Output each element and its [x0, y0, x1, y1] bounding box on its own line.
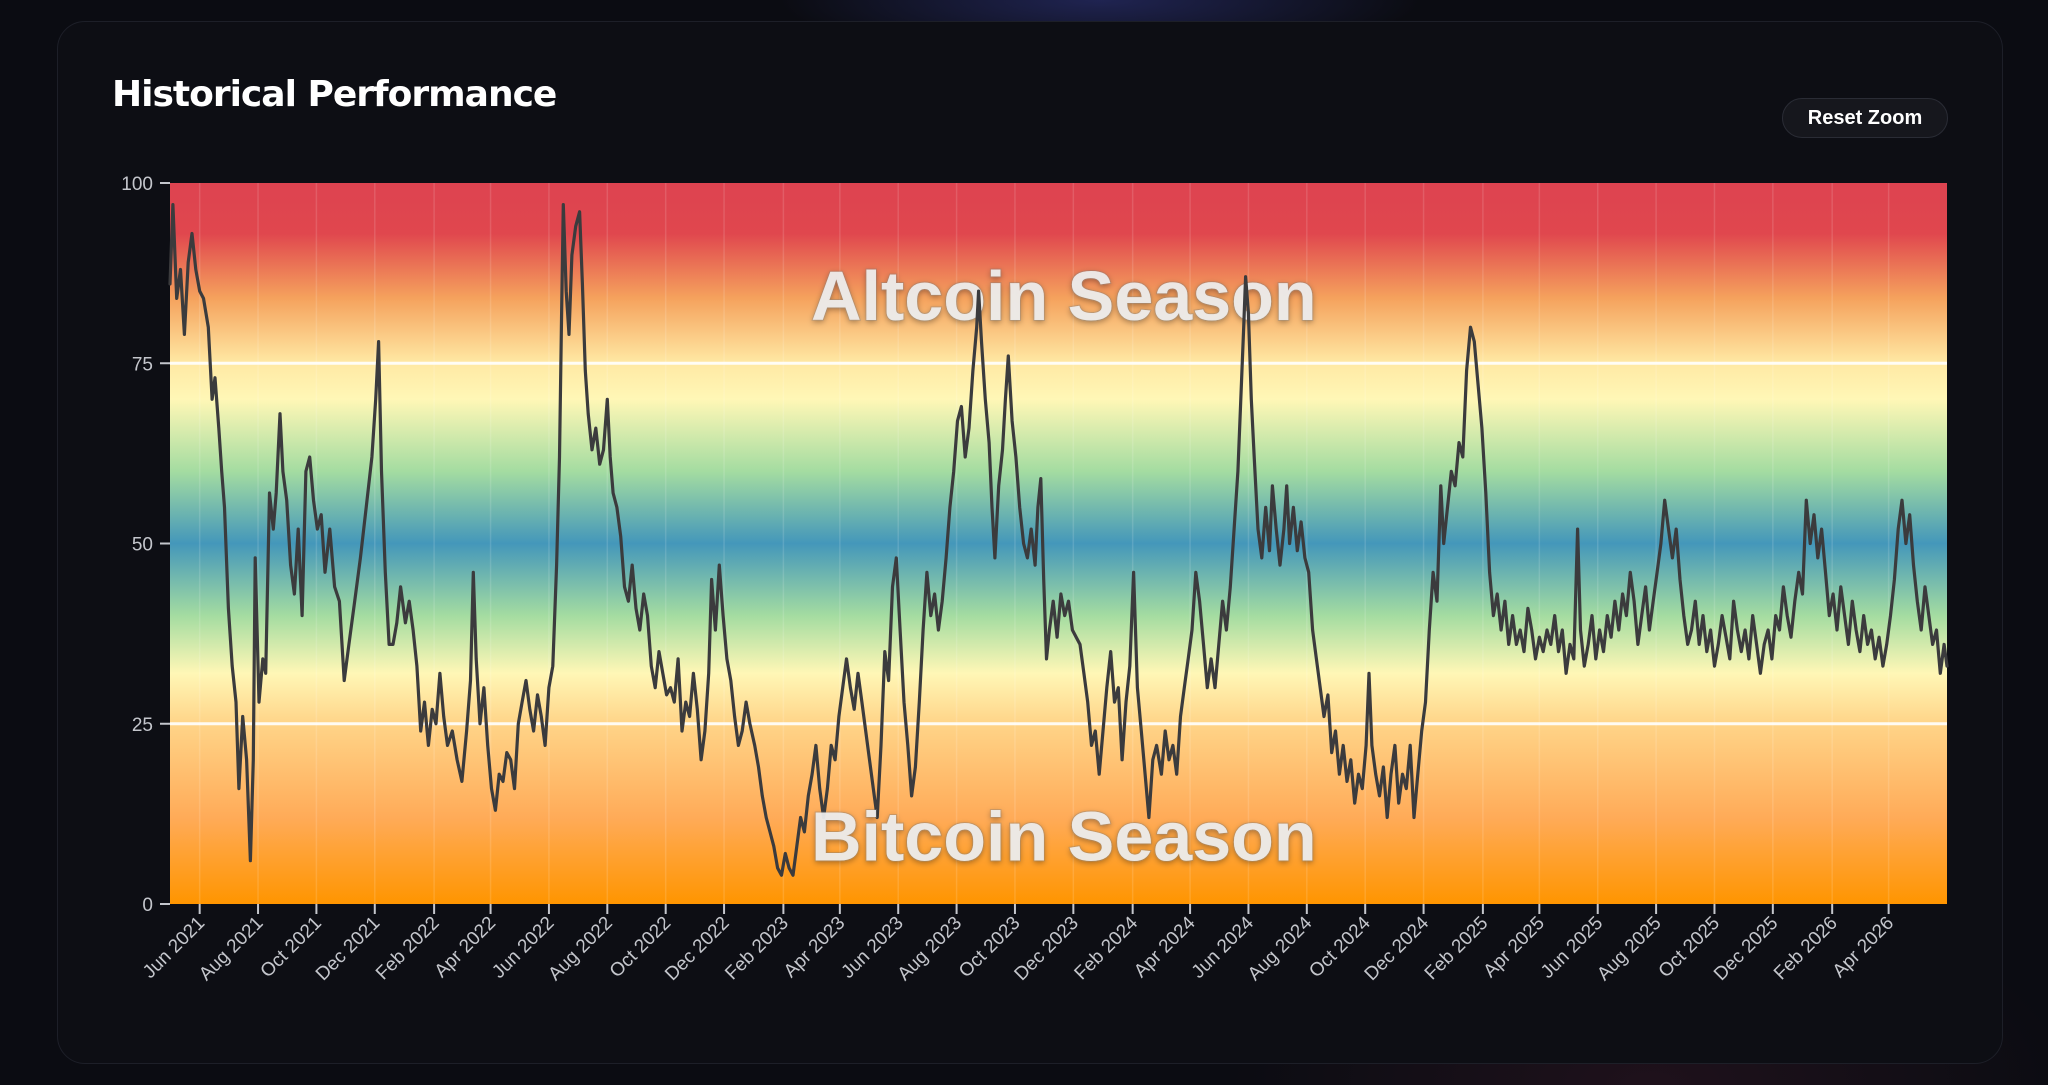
bitcoin-season-label: Bitcoin Season [811, 798, 1317, 876]
x-tick-label: Dec 2024 [1361, 912, 1434, 985]
x-tick-label: Aug 2025 [1593, 913, 1665, 985]
x-tick-label: Feb 2022 [372, 913, 444, 985]
x-tick-label: Aug 2023 [894, 913, 966, 985]
vertical-gridlines [198, 183, 1890, 904]
x-tick-label: Feb 2024 [1071, 912, 1143, 984]
altcoin-index-line [168, 203, 1949, 877]
y-tick-label: 75 [132, 354, 153, 375]
x-tick-label: Dec 2025 [1710, 913, 1782, 985]
x-tick-label: Feb 2026 [1770, 913, 1842, 985]
x-tick-label: Dec 2022 [661, 913, 733, 985]
season-gradient-background [170, 183, 1947, 904]
x-tick-label: Dec 2023 [1010, 913, 1082, 985]
x-tick-label: Apr 2024 [1130, 912, 1200, 982]
y-tick-label: 25 [132, 715, 153, 736]
y-tick-label: 50 [132, 535, 153, 556]
reset-zoom-button[interactable]: Reset Zoom [1782, 98, 1948, 138]
card-title: Historical Performance [112, 74, 557, 115]
x-tick-label: Apr 2022 [431, 913, 500, 982]
x-tick-label: Aug 2021 [195, 913, 267, 985]
x-tick-label: Dec 2021 [312, 913, 384, 985]
y-tick-label: 0 [142, 895, 153, 916]
x-tick-label: Apr 2025 [1480, 913, 1549, 982]
altcoin-season-label: Altcoin Season [811, 257, 1317, 335]
y-tick-label: 100 [121, 174, 153, 195]
x-tick-label: Aug 2024 [1244, 912, 1317, 985]
x-tick-label: Feb 2025 [1421, 913, 1493, 985]
y-axis: 0 25 50 75 100 [121, 174, 170, 916]
x-tick-label: Apr 2026 [1829, 913, 1898, 982]
x-tick-label: Apr 2023 [780, 913, 849, 982]
x-tick-label: Feb 2023 [721, 913, 793, 985]
x-tick-label: Aug 2022 [544, 913, 616, 985]
